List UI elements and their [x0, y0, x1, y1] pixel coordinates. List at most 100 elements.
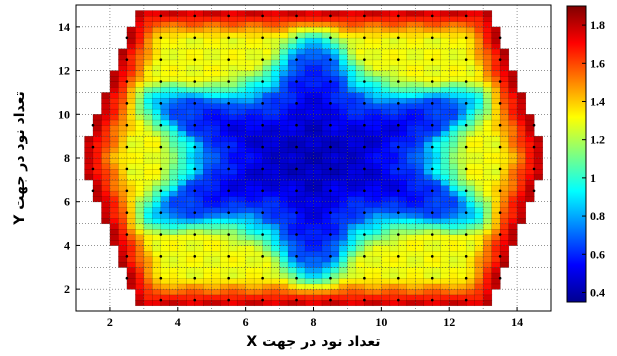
heatmap-cell [160, 135, 170, 143]
heatmap-cell [398, 163, 408, 170]
heatmap-cell [228, 228, 238, 236]
heatmap-cell [338, 245, 348, 252]
heatmap-cell [228, 146, 238, 154]
colorbar-tick-label: 1.6 [590, 56, 605, 70]
heatmap-cell [398, 146, 408, 154]
heatmap-cell [432, 294, 442, 301]
heatmap-cell [287, 146, 298, 154]
heatmap-cell [126, 217, 136, 225]
heatmap-cell [313, 272, 323, 279]
heatmap-cell [372, 152, 382, 159]
heatmap-cell [338, 185, 348, 192]
heatmap-cell [321, 21, 331, 28]
heatmap-cell [372, 130, 382, 137]
heatmap-cell [406, 299, 416, 307]
heatmap-cell [262, 125, 272, 132]
heatmap-cell [406, 86, 416, 93]
heatmap-cell [508, 81, 518, 88]
heatmap-cell [313, 228, 323, 236]
heatmap-cell [101, 125, 111, 132]
heatmap-cell [279, 256, 289, 263]
heatmap-cell [432, 234, 442, 241]
heatmap-cell [228, 59, 238, 66]
heatmap-cell [449, 119, 459, 126]
heatmap-cell [186, 288, 196, 296]
heatmap-cell [516, 168, 527, 175]
heatmap-cell [287, 103, 298, 110]
heatmap-cell [432, 21, 442, 28]
heatmap-cell [296, 174, 306, 181]
heatmap-cell [304, 75, 314, 82]
heatmap-cell [482, 70, 493, 77]
heatmap-cell [270, 75, 281, 82]
heatmap-cell [465, 196, 476, 203]
heatmap-cell [304, 103, 314, 110]
heatmap-cell [143, 250, 153, 257]
heatmap-cell [219, 152, 230, 159]
heatmap-cell [279, 212, 289, 219]
heatmap-cell [474, 212, 484, 219]
heatmap-cell [499, 108, 510, 115]
heatmap-cell [186, 278, 196, 285]
heatmap-cell [321, 299, 331, 307]
heatmap-cell [525, 146, 535, 154]
heatmap-cell [118, 86, 128, 93]
heatmap-cell [92, 119, 102, 126]
heatmap-cell [465, 174, 476, 181]
heatmap-cell [109, 152, 119, 159]
heatmap-cell [177, 217, 187, 225]
heatmap-cell [381, 32, 391, 39]
heatmap-cell [313, 119, 323, 126]
heatmap-cell [262, 86, 272, 93]
heatmap-cell [415, 185, 425, 192]
heatmap-cell [304, 278, 314, 285]
heatmap-cell [355, 59, 365, 66]
heatmap-cell [186, 86, 196, 93]
heatmap-cell [347, 174, 357, 181]
heatmap-cell [449, 239, 459, 246]
heatmap-cell [211, 114, 221, 121]
heatmap-cell [491, 261, 501, 268]
heatmap-cell [423, 103, 433, 110]
heatmap-cell [126, 223, 136, 230]
heatmap-cell [372, 43, 382, 50]
heatmap-cell [338, 299, 348, 307]
heatmap-cell [474, 81, 484, 88]
heatmap-cell [194, 288, 204, 296]
heatmap-cell [330, 239, 340, 246]
heatmap-cell [245, 59, 255, 66]
heatmap-cell [465, 146, 476, 154]
node-marker [227, 14, 230, 18]
heatmap-cell [482, 125, 493, 132]
heatmap-cell [296, 92, 306, 99]
heatmap-cell [449, 103, 459, 110]
heatmap-cell [415, 125, 425, 132]
heatmap-cell [101, 179, 111, 186]
heatmap-cell [415, 256, 425, 263]
heatmap-cell [287, 37, 298, 44]
heatmap-cell [262, 32, 272, 39]
heatmap-cell [499, 179, 510, 186]
heatmap-cell [499, 125, 510, 132]
heatmap-cell [516, 130, 527, 137]
node-marker [329, 58, 332, 61]
heatmap-cell [143, 135, 153, 143]
heatmap-cell [245, 201, 255, 208]
heatmap-cell [287, 108, 298, 115]
heatmap-cell [152, 108, 162, 115]
heatmap-cell [381, 163, 391, 170]
heatmap-cell [109, 97, 119, 104]
heatmap-cell [313, 163, 323, 170]
heatmap-cell [432, 64, 442, 72]
heatmap-cell [253, 37, 264, 44]
heatmap-cell [203, 256, 213, 263]
heatmap-cell [109, 103, 119, 110]
heatmap-cell [313, 234, 323, 241]
heatmap-cell [152, 157, 162, 164]
heatmap-cell [482, 174, 493, 181]
heatmap-cell [398, 234, 408, 241]
heatmap-cell [296, 267, 306, 274]
heatmap-cell [347, 119, 357, 126]
heatmap-cell [364, 179, 374, 186]
heatmap-cell [304, 10, 314, 17]
